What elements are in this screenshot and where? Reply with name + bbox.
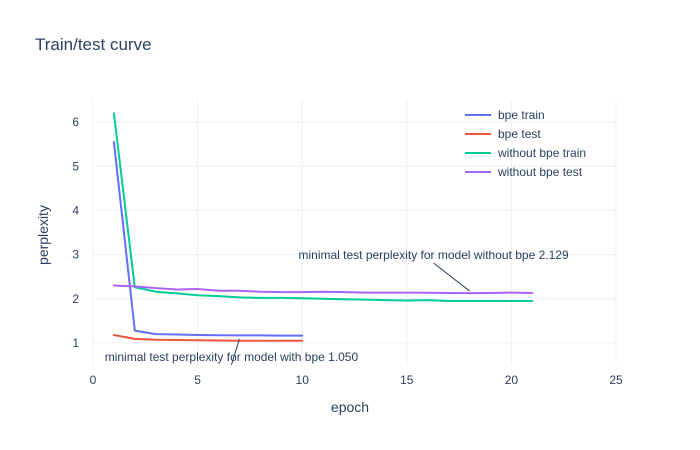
annotation-arrow	[433, 262, 470, 292]
legend-label: bpe train	[498, 108, 545, 122]
chart-title: Train/test curve	[35, 35, 152, 54]
legend-label: without bpe train	[497, 146, 586, 160]
legend-item[interactable]: without bpe train	[465, 146, 586, 160]
x-axis-ticks: 0 5 10 15 20 25	[90, 373, 623, 387]
y-tick-label: 2	[72, 292, 79, 306]
legend-item[interactable]: bpe train	[465, 108, 545, 122]
legend[interactable]: bpe train bpe test without bpe train withou…	[465, 108, 586, 179]
grid	[92, 100, 617, 365]
annotations: minimal test perplexity for model with b…	[105, 248, 569, 366]
y-axis-title: perplexity	[35, 205, 51, 265]
x-tick-label: 25	[609, 373, 623, 387]
x-tick-label: 5	[194, 373, 201, 387]
y-tick-label: 6	[72, 115, 79, 129]
x-tick-label: 0	[90, 373, 97, 387]
legend-label: without bpe test	[497, 165, 583, 179]
series-line-bpe-test	[112, 334, 304, 342]
series-line-bpe-train	[112, 141, 304, 337]
y-axis-ticks: 1 2 3 4 5 6	[72, 115, 79, 350]
series-lines	[112, 112, 534, 342]
x-axis-title: epoch	[331, 399, 369, 415]
series-line-without-bpe-test	[112, 284, 534, 295]
annotation-label: minimal test perplexity for model with b…	[105, 350, 359, 364]
y-tick-label: 5	[72, 159, 79, 173]
y-tick-label: 1	[72, 336, 79, 350]
series-line-without-bpe-train	[112, 112, 534, 302]
annotation-label: minimal test perplexity for model withou…	[298, 248, 568, 262]
legend-item[interactable]: without bpe test	[465, 165, 583, 179]
annotation-arrow	[230, 338, 240, 366]
legend-item[interactable]: bpe test	[465, 127, 541, 141]
x-tick-label: 20	[505, 373, 519, 387]
y-tick-label: 4	[72, 203, 79, 217]
legend-label: bpe test	[498, 127, 541, 141]
y-tick-label: 3	[72, 248, 79, 262]
x-tick-label: 15	[400, 373, 414, 387]
x-tick-label: 10	[296, 373, 310, 387]
